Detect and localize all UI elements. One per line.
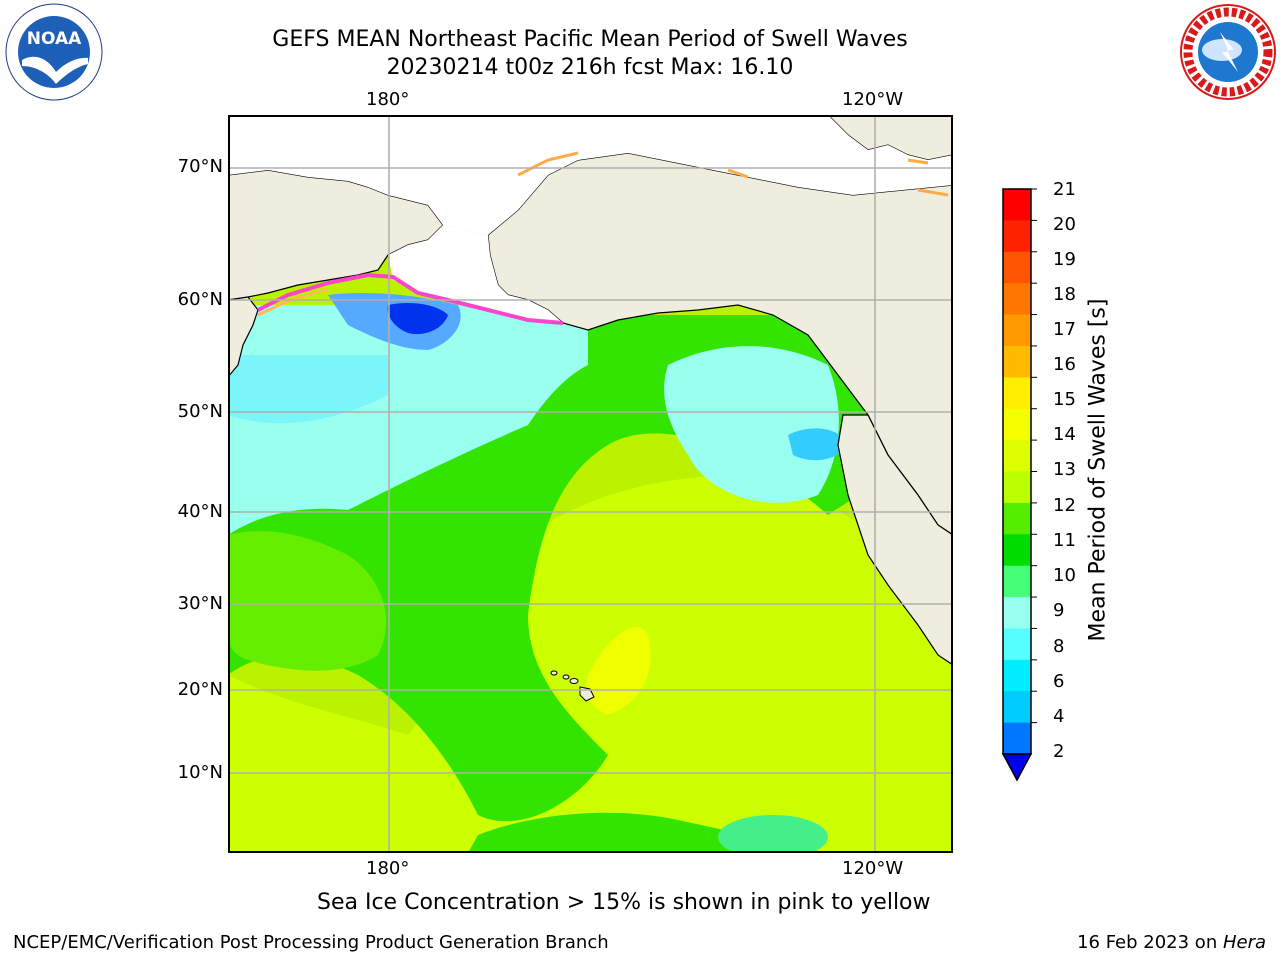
arctic-ocean-white [228, 115, 953, 235]
colorbar-extension [1001, 753, 1033, 782]
period-band-8-9-east [664, 346, 839, 503]
colorbar-tick: 11 [1053, 530, 1076, 551]
colorbar-segment [1003, 189, 1031, 221]
colorbar-tick: 6 [1053, 671, 1065, 692]
colorbar-tick: 19 [1053, 249, 1076, 270]
lon-label-top-120w: 120°W [842, 89, 904, 110]
footer-credit: NCEP/EMC/Verification Post Processing Pr… [13, 932, 609, 953]
colorbar-segment [1003, 534, 1031, 567]
nws-logo [1180, 4, 1276, 100]
lat-label-70n: 70°N [177, 156, 223, 177]
colorbar-tick: 9 [1053, 600, 1065, 621]
map-border [228, 115, 953, 853]
period-band-9-10 [718, 815, 828, 853]
land-west-coast [837, 414, 953, 666]
footer-date: 16 Feb 2023 on Hera [1077, 932, 1266, 953]
footer-host: Hera [1222, 932, 1266, 953]
colorbar-segment [1003, 408, 1031, 441]
period-band-14-15 [586, 627, 651, 715]
colorbar-segment [1003, 283, 1031, 316]
colorbar-segment [1003, 377, 1031, 410]
colorbar-tick: 14 [1053, 424, 1076, 445]
chart-subtitle: 20230214 t00z 216h fcst Max: 16.10 [386, 55, 794, 80]
colorbar-segment [1003, 565, 1031, 598]
colorbar-segment [1003, 597, 1031, 629]
footer-date-text: 16 Feb 2023 on [1077, 932, 1223, 953]
lat-label-50n: 50°N [177, 401, 223, 422]
colorbar-tick: 20 [1053, 214, 1076, 235]
sea-ice-edge-bering [257, 272, 564, 325]
colorbar-segment [1003, 345, 1031, 378]
period-band-11-12 [228, 531, 387, 671]
period-band-2-4-bering [387, 303, 448, 335]
colorbar-segment [1003, 440, 1031, 472]
colorbar-tick: 17 [1053, 319, 1076, 340]
period-band-6-8-east [788, 428, 848, 461]
colorbar-tick: 2 [1053, 741, 1065, 762]
noaa-logo: NOAA [5, 3, 103, 101]
colorbar-tick: 16 [1053, 354, 1076, 375]
lat-label-40n: 40°N [177, 501, 223, 522]
sea-ice-edge-arctic [517, 151, 949, 197]
colorbar-segment [1003, 471, 1031, 504]
lat-label-60n: 60°N [177, 289, 223, 310]
colorbar-tick: 4 [1053, 706, 1065, 727]
sea-ice-edge-bering-inner [257, 287, 329, 317]
svg-text:NOAA: NOAA [27, 29, 82, 49]
lat-label-10n: 10°N [177, 762, 223, 783]
colorbar [1001, 188, 1037, 782]
lon-label-bottom-180: 180° [366, 858, 410, 879]
colorbar-segment [1003, 659, 1031, 692]
lon-label-top-180: 180° [366, 89, 410, 110]
colorbar-segment [1003, 691, 1031, 724]
graticule [228, 115, 953, 853]
colorbar-tick: 15 [1053, 389, 1076, 410]
period-band-12-13 [228, 475, 953, 853]
colorbar-tick: 18 [1053, 284, 1076, 305]
colorbar-tick: 21 [1053, 179, 1076, 200]
colorbar-tick: 8 [1053, 636, 1065, 657]
colorbar-segment [1003, 220, 1031, 253]
colorbar-segment [1003, 722, 1031, 755]
colorbar-segment [1003, 251, 1031, 284]
colorbar-segment [1003, 628, 1031, 661]
swell-period-map [228, 115, 953, 853]
chart-title: GEFS MEAN Northeast Pacific Mean Period … [272, 27, 908, 52]
lat-label-30n: 30°N [177, 593, 223, 614]
colorbar-tick: 10 [1053, 565, 1076, 586]
lon-label-bottom-120w: 120°W [842, 858, 904, 879]
colorbar-tick: 13 [1053, 459, 1076, 480]
colorbar-tick: 12 [1053, 495, 1076, 516]
sea-ice-note: Sea Ice Concentration > 15% is shown in … [317, 890, 931, 915]
period-band-9-10-west [228, 355, 388, 424]
lat-label-20n: 20°N [177, 679, 223, 700]
bering-sea-white [388, 225, 563, 323]
colorbar-segment [1003, 502, 1031, 535]
colorbar-label: Mean Period of Swell Waves [s] [1085, 298, 1111, 642]
colorbar-segment [1003, 314, 1031, 347]
